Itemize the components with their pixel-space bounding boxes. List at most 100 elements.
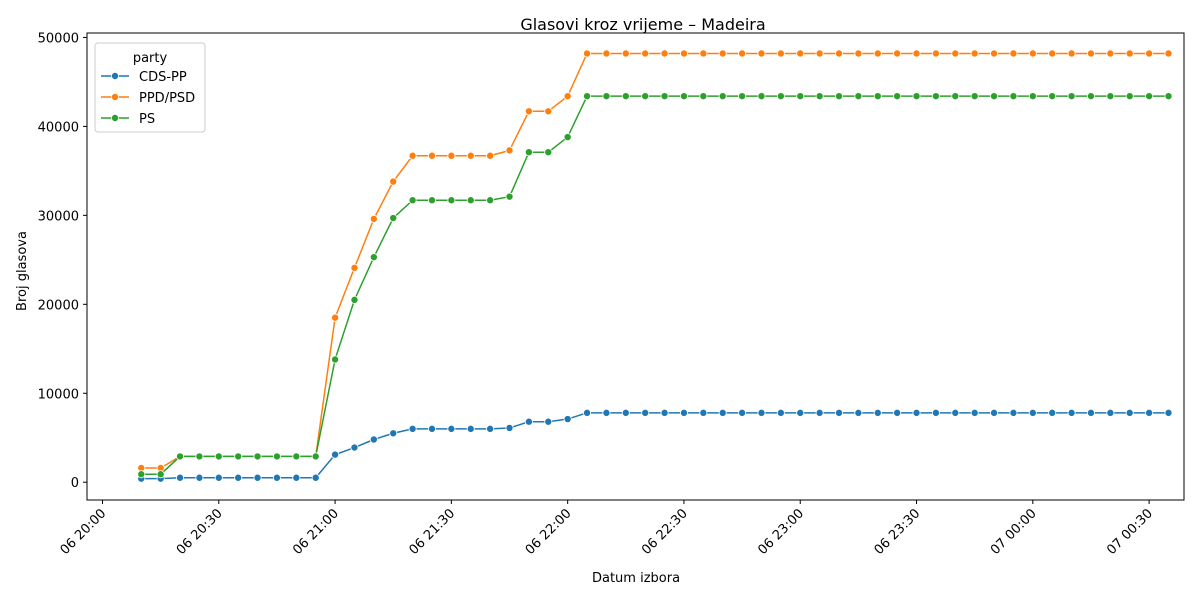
data-point: [641, 92, 650, 101]
data-point: [369, 253, 378, 262]
legend-label: PPD/PSD: [139, 91, 195, 106]
data-point: [660, 92, 669, 101]
data-point: [234, 473, 243, 482]
legend-entry: PS: [101, 112, 155, 127]
data-point: [524, 417, 533, 426]
data-point: [1086, 408, 1095, 417]
data-point: [1145, 92, 1154, 101]
data-point: [544, 107, 553, 116]
data-point: [931, 92, 940, 101]
data-point: [738, 92, 747, 101]
data-point: [253, 473, 262, 482]
data-point: [893, 408, 902, 417]
data-point: [815, 92, 824, 101]
x-tick-label: 06 22:00: [523, 506, 575, 558]
data-point: [1164, 49, 1173, 58]
data-point: [602, 408, 611, 417]
legend-label: CDS-PP: [139, 70, 187, 85]
data-point: [234, 452, 243, 461]
data-point: [427, 424, 436, 433]
data-point: [815, 408, 824, 417]
data-point: [389, 214, 398, 223]
data-point: [466, 196, 475, 205]
data-point: [1009, 408, 1018, 417]
data-point: [1048, 92, 1057, 101]
data-point: [602, 92, 611, 101]
data-point: [893, 92, 902, 101]
y-axis: 0 10000 20000 30000 40000 50000: [38, 31, 87, 491]
data-point: [1106, 408, 1115, 417]
data-point: [389, 429, 398, 438]
data-point: [835, 49, 844, 58]
data-point: [699, 92, 708, 101]
x-tick-label: 06 23:00: [755, 506, 807, 558]
y-tick-label: 40000: [38, 120, 79, 135]
data-point: [951, 408, 960, 417]
data-point: [873, 408, 882, 417]
data-point: [1067, 92, 1076, 101]
data-point: [679, 408, 688, 417]
data-point: [1067, 49, 1076, 58]
data-point: [1086, 92, 1095, 101]
data-point: [137, 470, 146, 479]
x-tick-label: 06 23:30: [872, 506, 924, 558]
x-tick-label: 06 20:30: [174, 506, 226, 558]
chart-title: Glasovi kroz vrijeme – Madeira: [520, 15, 765, 34]
data-point: [970, 92, 979, 101]
x-tick-label: 07 00:00: [988, 506, 1040, 558]
data-point: [214, 452, 223, 461]
data-point: [660, 49, 669, 58]
data-point: [1125, 49, 1134, 58]
data-point: [331, 450, 340, 459]
data-point: [1048, 408, 1057, 417]
y-tick-label: 30000: [38, 209, 79, 224]
data-point: [195, 452, 204, 461]
data-point: [1106, 49, 1115, 58]
data-point: [835, 408, 844, 417]
data-point: [427, 196, 436, 205]
x-tick-label: 06 22:30: [639, 506, 691, 558]
data-point: [447, 151, 456, 160]
data-point: [776, 92, 785, 101]
data-point: [524, 148, 533, 157]
data-point: [718, 49, 727, 58]
data-point: [176, 452, 185, 461]
y-tick-label: 0: [71, 476, 79, 491]
data-point: [505, 192, 514, 201]
data-point: [583, 49, 592, 58]
data-point: [893, 49, 902, 58]
legend-title: party: [133, 51, 168, 66]
data-point: [854, 408, 863, 417]
data-point: [738, 49, 747, 58]
data-point: [873, 49, 882, 58]
data-point: [776, 49, 785, 58]
data-point: [699, 408, 708, 417]
data-point: [292, 452, 301, 461]
legend-marker: [111, 72, 120, 81]
data-point: [602, 49, 611, 58]
data-point: [253, 452, 262, 461]
data-point: [1145, 49, 1154, 58]
series-layer: [137, 49, 1173, 483]
data-point: [757, 49, 766, 58]
data-point: [641, 49, 650, 58]
data-point: [912, 49, 921, 58]
data-point: [621, 408, 630, 417]
data-point: [776, 408, 785, 417]
data-point: [990, 408, 999, 417]
data-point: [369, 214, 378, 223]
data-point: [660, 408, 669, 417]
data-point: [931, 49, 940, 58]
data-point: [873, 92, 882, 101]
data-point: [350, 443, 359, 452]
data-point: [699, 49, 708, 58]
data-point: [408, 196, 417, 205]
data-point: [912, 92, 921, 101]
data-point: [931, 408, 940, 417]
data-point: [466, 424, 475, 433]
x-tick-label: 06 21:00: [290, 506, 342, 558]
data-point: [796, 92, 805, 101]
data-point: [447, 196, 456, 205]
data-point: [641, 408, 650, 417]
